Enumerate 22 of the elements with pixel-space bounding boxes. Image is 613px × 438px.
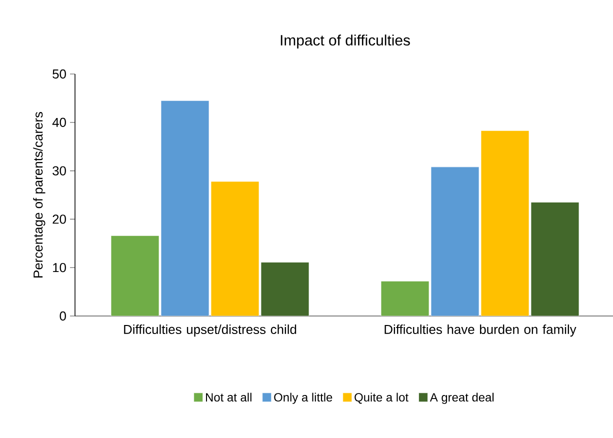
y-tick-label: 0: [60, 311, 66, 321]
bar: [110, 235, 160, 316]
chart-title: Impact of difficulties: [280, 34, 410, 48]
legend-label: Only a little: [274, 392, 332, 404]
bar: [260, 262, 310, 316]
legend-label: Not at all: [206, 392, 252, 402]
y-tick-label: 40: [52, 118, 66, 127]
y-axis-title: Percentage of parents/carers: [33, 112, 46, 278]
bar: [480, 130, 530, 316]
y-tick-label: 20: [52, 214, 66, 224]
bar: [430, 166, 480, 316]
legend-label: A great deal: [430, 392, 494, 404]
bar: [210, 181, 260, 316]
x-tick-label: Difficulties upset/distress child: [124, 324, 296, 337]
bar: [380, 280, 430, 316]
bar: [160, 100, 210, 316]
bar: [530, 202, 580, 316]
legend-label: Quite a lot: [354, 392, 408, 404]
x-tick-label: Difficulties have burden on family: [384, 324, 576, 337]
y-tick-label: 30: [52, 166, 66, 176]
y-tick-label: 50: [52, 69, 66, 79]
y-tick-label: 10: [53, 263, 66, 272]
